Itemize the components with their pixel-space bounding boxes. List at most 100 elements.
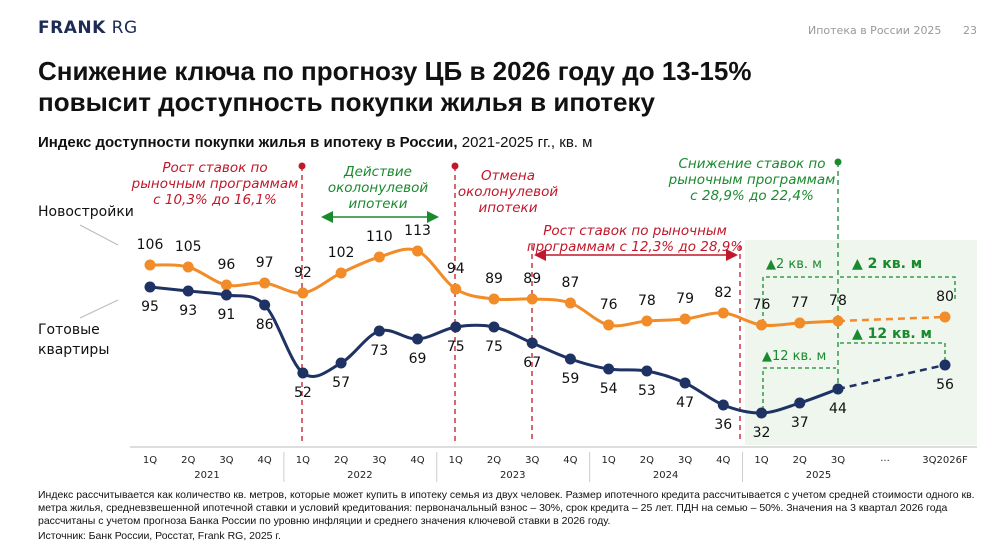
source: Источник: Банк России, Росстат, Frank RG…: [38, 530, 281, 542]
data-label: 80: [936, 289, 954, 305]
marker-line-2023-dot: [451, 162, 459, 170]
data-point: [832, 315, 844, 327]
data-point: [182, 285, 194, 297]
data-point: [412, 245, 424, 257]
data-point: [641, 315, 653, 327]
series-line-0: [149, 247, 839, 328]
x-tick-label: 1Q: [296, 455, 310, 466]
data-label: 36: [714, 417, 732, 433]
x-tick-label: 4Q: [258, 455, 272, 466]
x-tick-label: 2Q: [793, 455, 807, 466]
delta-new-forecast: ▲ 2 кв. м: [852, 256, 922, 272]
series-forecast-line-0: [837, 315, 946, 323]
marker-line-3q2025-dot: [834, 158, 842, 166]
data-label: 67: [523, 355, 541, 371]
data-point: [297, 287, 309, 299]
data-point: [259, 277, 271, 289]
data-point: [756, 407, 768, 419]
data-point: [526, 293, 538, 305]
page-title: Снижение ключа по прогнозу ЦБ в 2026 год…: [38, 56, 752, 117]
data-point: [373, 251, 385, 263]
delta-bracket-ready-forecast: [840, 342, 946, 362]
data-label: 76: [600, 297, 618, 313]
x-tick-label: 2Q: [181, 455, 195, 466]
data-label: 82: [714, 285, 732, 301]
annotation-rate-cut: рыночным программам: [668, 172, 836, 188]
data-label: 73: [370, 343, 388, 359]
data-label: 57: [332, 375, 350, 391]
delta-ready-forecast: ▲ 12 кв. м: [852, 326, 932, 342]
x-tick-label: 2Q: [640, 455, 654, 466]
data-point: [297, 367, 309, 379]
x-tick-label: 4Q: [563, 455, 577, 466]
data-label: 89: [485, 271, 503, 287]
data-point: [564, 297, 576, 309]
annotation-rate-cut: с 28,9% до 22,4%: [690, 188, 814, 204]
annotation-zero-rate: околонулевой: [328, 180, 429, 196]
data-label: 54: [600, 381, 618, 397]
data-point: [756, 319, 768, 331]
data-point: [679, 377, 691, 389]
data-point: [488, 293, 500, 305]
annotation-zero-rate: Действие: [343, 164, 412, 180]
data-point: [182, 261, 194, 273]
data-label: 78: [638, 293, 656, 309]
x-tick-label: 3Q: [831, 455, 845, 466]
delta-ready-actual: ▲12 кв. м: [762, 349, 826, 364]
data-label: 44: [829, 401, 847, 417]
data-label: 113: [404, 223, 431, 239]
data-label: 52: [294, 385, 312, 401]
data-point: [939, 311, 951, 323]
series-label-ready-2: квартиры: [38, 342, 110, 358]
data-label: 32: [753, 425, 771, 441]
x-tick-label: 1Q: [754, 455, 768, 466]
data-label: 76: [753, 297, 771, 313]
annotation-rate-rise-2023: Рост ставок по рыночным: [543, 223, 727, 239]
data-point: [488, 321, 500, 333]
data-label: 56: [936, 377, 954, 393]
data-point: [373, 325, 385, 337]
data-label: 105: [175, 239, 202, 255]
data-label: 75: [447, 339, 465, 355]
year-label: 2023: [500, 470, 525, 481]
x-tick-forecast: 3Q2026F: [922, 455, 968, 466]
data-label: 93: [179, 303, 197, 319]
data-point: [717, 307, 729, 319]
chart-title: Индекс доступности покупки жилья в ипоте…: [38, 134, 593, 151]
x-tick-label: 1Q: [143, 455, 157, 466]
data-label: 79: [676, 291, 694, 307]
data-point: [220, 279, 232, 291]
leader-ready: [79, 299, 119, 319]
data-point: [794, 317, 806, 329]
data-point: [259, 299, 271, 311]
footnote: Индекс рассчитывается как количество кв.…: [38, 489, 975, 527]
annotation-rate-rise-2021: с 10,3% до 16,1%: [153, 192, 277, 208]
data-label: 59: [562, 371, 580, 387]
annotation-rate-rise-2021: рыночным программам: [131, 176, 299, 192]
marker-line-2022-dot: [298, 162, 306, 170]
logo: FRANK RG: [38, 18, 138, 38]
data-label: 86: [256, 317, 274, 333]
data-label: 96: [218, 257, 236, 273]
leader-new: [79, 224, 119, 246]
x-tick-label: 2Q: [487, 455, 501, 466]
annotation-zero-rate-cancel: ипотеки: [479, 200, 538, 216]
x-tick-label: 4Q: [410, 455, 424, 466]
annotation-zero-rate-cancel: Отмена: [481, 168, 535, 184]
data-point: [939, 359, 951, 371]
delta-bracket-new-actual: [762, 276, 836, 323]
report-name: Ипотека в России 2025: [808, 24, 942, 37]
data-point: [144, 281, 156, 293]
x-tick-ellipsis: ...: [880, 453, 890, 464]
x-tick-label: 4Q: [716, 455, 730, 466]
x-tick-label: 3Q: [525, 455, 539, 466]
data-label: 87: [562, 275, 580, 291]
data-label: 47: [676, 395, 694, 411]
data-point: [450, 283, 462, 295]
data-label: 92: [294, 265, 312, 281]
data-label: 106: [137, 237, 164, 253]
data-point: [603, 319, 615, 331]
data-label: 53: [638, 383, 656, 399]
x-tick-label: 3Q: [219, 455, 233, 466]
